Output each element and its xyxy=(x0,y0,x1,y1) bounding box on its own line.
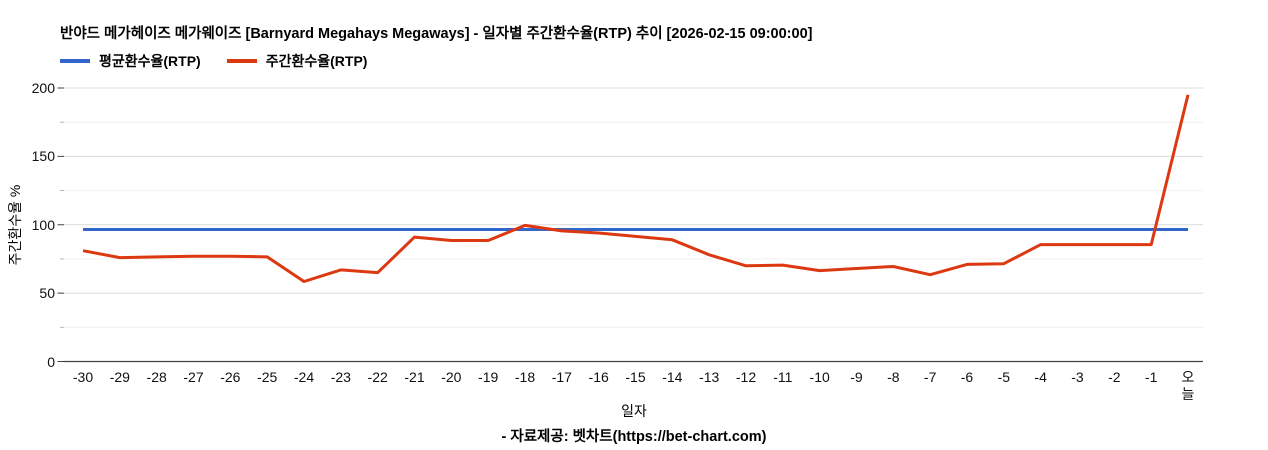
x-tick-label: -17 xyxy=(551,369,572,385)
x-tick-label: -27 xyxy=(183,369,204,385)
y-tick-label: 50 xyxy=(39,285,55,302)
weekly-rtp-line xyxy=(82,94,1190,283)
x-tick-label: -4 xyxy=(1034,369,1047,385)
legend-item-average-rtp: 평균환수율(RTP) xyxy=(60,51,201,71)
x-tick-label: -26 xyxy=(220,369,241,385)
x-tick-label: -10 xyxy=(809,369,830,385)
legend: 평균환수율(RTP) 주간환수율(RTP) xyxy=(60,51,367,71)
y-tick-label: 100 xyxy=(31,216,55,233)
chart-title: 반야드 메가헤이즈 메가웨이즈 [Barnyard Megahays Megaw… xyxy=(60,26,813,42)
weekly-rtp-line-swatch xyxy=(226,59,257,63)
x-tick-label: -18 xyxy=(514,369,536,385)
y-axis-title: 주간환수율 % xyxy=(7,184,23,266)
x-tick-label: -25 xyxy=(257,369,278,385)
x-axis-title: 일자 xyxy=(621,403,647,419)
x-tick-label: -8 xyxy=(887,369,900,385)
x-tick-label-today: 오늘 xyxy=(1181,369,1195,402)
x-tick-label: -30 xyxy=(72,369,94,385)
x-tick-label: -16 xyxy=(588,369,609,385)
legend-label-average-rtp: 평균환수율(RTP) xyxy=(99,53,201,69)
source-footer: - 자료제공: 벳차트(https://bet-chart.com) xyxy=(501,429,767,445)
x-tick-label: -6 xyxy=(960,369,974,385)
x-tick-label: -15 xyxy=(625,369,646,385)
x-tick-label: -9 xyxy=(850,369,863,385)
x-tick-label: -19 xyxy=(478,369,499,385)
x-tick-label: -28 xyxy=(146,369,167,385)
x-tick-label: -2 xyxy=(1108,369,1121,385)
x-tick-label: -13 xyxy=(699,369,720,385)
x-tick-label: -24 xyxy=(293,369,315,385)
x-tick-label: -5 xyxy=(997,369,1011,385)
x-tick-label: -22 xyxy=(367,369,388,385)
x-tick-label: -21 xyxy=(404,369,425,385)
x-tick-label: -11 xyxy=(773,369,793,385)
x-tick-label: -7 xyxy=(923,369,937,385)
y-tick-label: 150 xyxy=(31,148,55,165)
legend-label-weekly-rtp: 주간환수율(RTP) xyxy=(265,53,368,69)
x-tick-label: -29 xyxy=(109,369,130,385)
legend-item-weekly-rtp: 주간환수율(RTP) xyxy=(226,51,368,71)
x-tick-label: -3 xyxy=(1071,369,1084,385)
x-tick-label: -12 xyxy=(735,369,757,385)
x-tick-label: -14 xyxy=(662,369,683,385)
y-tick-label: 0 xyxy=(47,353,55,370)
average-rtp-line-swatch xyxy=(60,59,90,63)
x-tick-label: -1 xyxy=(1144,369,1158,385)
x-tick-label: -23 xyxy=(330,369,351,385)
y-tick-label: 200 xyxy=(31,80,55,96)
x-tick-label: -20 xyxy=(441,369,462,385)
